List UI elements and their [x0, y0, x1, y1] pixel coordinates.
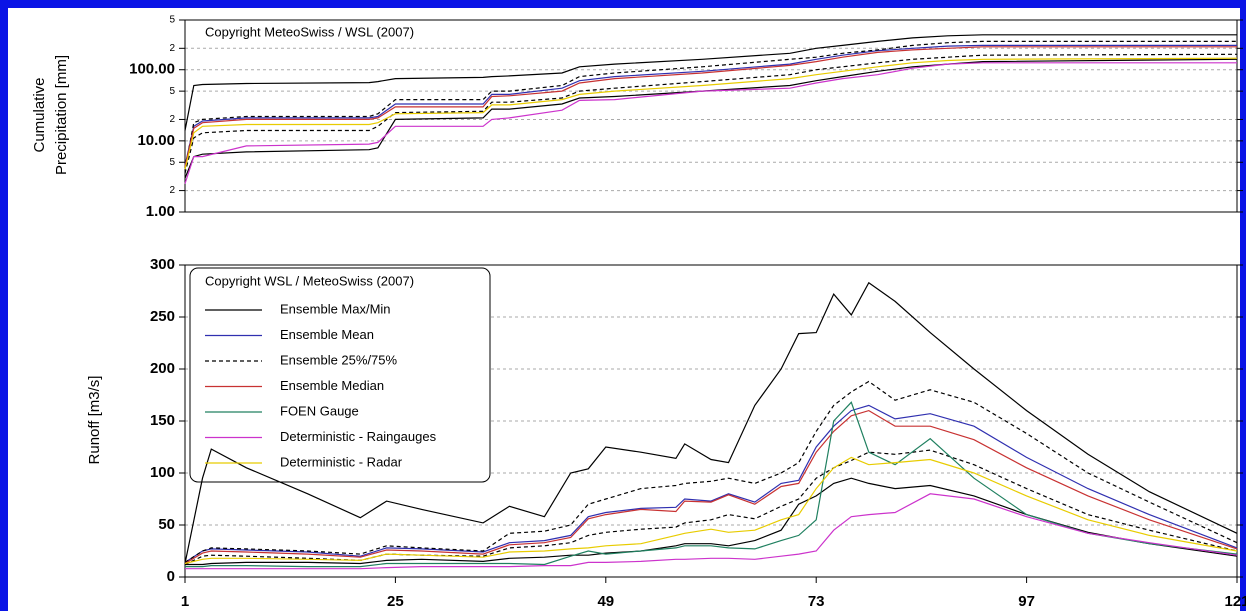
data-line [184, 58, 1238, 179]
data-line [184, 404, 1238, 563]
data-line [184, 57, 1238, 170]
y-tick-label: 300 [150, 256, 175, 273]
data-line [184, 40, 1237, 170]
legend-label: FOEN Gauge [280, 403, 359, 418]
legend-label: Ensemble Max/Min [280, 301, 391, 316]
y-tick-label: 200 [150, 360, 175, 377]
data-line [184, 53, 1238, 174]
data-line [184, 44, 1237, 166]
legend-label: Ensemble 25%/75% [280, 352, 398, 367]
data-line [184, 456, 1238, 565]
data-line [185, 493, 1238, 570]
y-tick-label: 250 [150, 308, 175, 325]
legend-box [189, 267, 491, 483]
data-line [184, 409, 1238, 565]
y-tick-label: 50 [158, 516, 175, 533]
y-tick-label: 2 [169, 185, 175, 196]
y-axis-label: Precipitation [mm] [53, 55, 70, 175]
y-tick-label: 100 [150, 464, 175, 481]
y-tick-label: 2 [169, 43, 175, 54]
annotation: Copyright MeteoSwiss / WSL (2007) [205, 24, 414, 39]
data-line [185, 401, 1238, 568]
annotation: Copyright WSL / MeteoSwiss (2007) [205, 273, 414, 288]
y-tick-label: 150 [150, 412, 175, 429]
x-tick-label: 97 [1018, 593, 1035, 610]
x-tick-label: 73 [808, 593, 825, 610]
data-line [184, 449, 1238, 566]
y-tick-label: 2 [169, 114, 175, 125]
x-tick-label: 1 [181, 593, 189, 610]
x-tick-label: 49 [597, 593, 614, 610]
plot-frame [184, 19, 1238, 213]
x-tick-label: 25 [387, 593, 404, 610]
data-line [185, 477, 1238, 566]
y-tick-label: 5 [169, 15, 175, 26]
legend-label: Ensemble Mean [280, 327, 374, 342]
y-tick-label: 5 [169, 157, 175, 168]
x-tick-label: 121 [1224, 593, 1246, 610]
plot-frame [184, 264, 1238, 578]
data-line [184, 46, 1237, 168]
data-line [184, 34, 1237, 131]
legend-label: Ensemble Median [280, 378, 384, 393]
y-tick-label: 100.00 [129, 61, 175, 78]
data-line [184, 281, 1238, 564]
y-axis-label: Cumulative [31, 77, 48, 152]
legend-label: Deterministic - Radar [280, 454, 403, 469]
y-tick-label: 5 [169, 86, 175, 97]
y-tick-label: 10.00 [137, 132, 175, 149]
legend-label: Deterministic - Raingauges [280, 429, 437, 444]
y-axis-label: Runoff [m3/s] [86, 376, 103, 465]
y-tick-label: 0 [167, 568, 175, 585]
data-line [184, 62, 1237, 184]
y-tick-label: 1.00 [146, 203, 175, 220]
